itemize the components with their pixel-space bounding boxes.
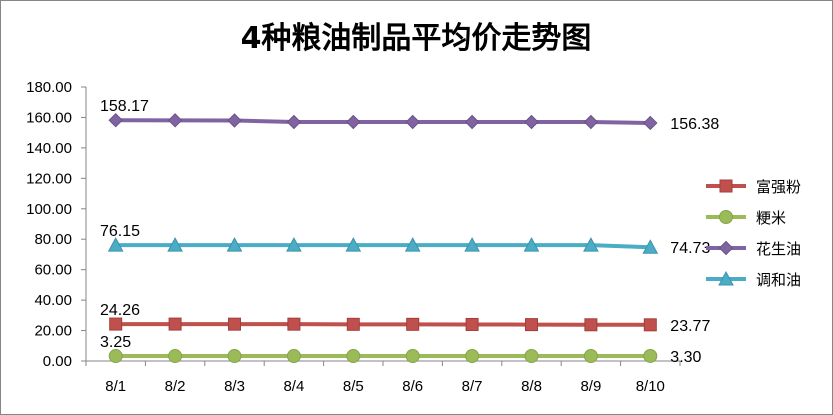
data-point [405,114,420,130]
data-point [643,348,658,363]
data-point [108,113,123,128]
chart-title: 4种粮油制品平均价走势图 [241,21,592,56]
y-tick-label: 120.00 [26,170,72,187]
legend-marker [718,240,734,256]
x-tick-label: 8/1 [105,378,126,395]
x-tick-label: 8/4 [283,378,304,395]
series-line [115,243,651,250]
series-line [115,118,651,125]
data-point [524,348,539,363]
data-point [168,349,183,364]
data-point [346,317,360,331]
data-point [286,114,302,130]
data-point [107,237,124,252]
series-1 [109,317,657,332]
legend-marker [719,210,733,224]
data-point [405,349,420,364]
legend-label: 花生油 [756,240,801,258]
data-label-first: 76.15 [100,223,140,240]
x-tick-label: 8/10 [636,378,665,395]
axes: 0.00 20.00 40.00 60.00 80.00 100.00 120.00 140.… [26,79,681,395]
data-point [465,349,480,364]
x-tick-label: 8/3 [224,378,245,395]
data-point [286,349,301,364]
data-point [404,237,421,252]
data-point [226,237,243,252]
data-point [109,317,123,331]
data-point [465,317,479,331]
data-point [168,317,182,331]
data-label-first: 24.26 [100,302,140,319]
x-tick-label: 8/2 [165,378,186,395]
data-point [464,237,480,252]
data-point [346,114,361,130]
data-label-last: 74.73 [670,240,710,257]
x-tick-label: 8/6 [402,378,423,395]
legend-item-2: 粳米 [706,209,786,227]
data-labels: 24.26 23.77 3.25 3.30 158.17 156.38 76.15 74.73 [100,98,719,366]
x-tick-label: 8/5 [343,378,364,395]
series-4 [107,237,659,254]
data-point [643,318,657,332]
series-2 [108,348,658,364]
data-point [286,237,302,252]
y-tick-label: 160.00 [26,109,72,126]
data-point [464,114,480,130]
data-point [346,349,361,364]
y-tick-label: 0.00 [43,353,72,370]
data-point [227,349,242,364]
x-tick-label: 8/9 [580,378,601,395]
legend-marker [719,179,733,193]
y-tick-label: 100.00 [26,201,72,218]
data-point [167,113,183,128]
data-point [643,115,658,131]
y-tick-label: 80.00 [34,231,72,248]
legend-item-3: 花生油 [706,240,801,258]
data-point [642,239,659,254]
data-label-last: 23.77 [670,318,710,335]
data-point [525,318,538,332]
data-point [287,317,301,331]
y-tick-label: 180.00 [26,79,72,96]
legend-label: 富强粉 [756,178,801,196]
legend-label: 调和油 [756,271,801,289]
data-label-first: 158.17 [100,98,149,115]
x-tick-label: 8/7 [462,378,483,395]
y-tick-label: 40.00 [34,292,72,309]
legend-item-4: 调和油 [706,270,801,289]
y-tick-label: 140.00 [26,140,72,157]
series-line [115,322,651,327]
legend-item-1: 富强粉 [706,178,801,196]
data-point [227,113,242,128]
data-point [583,114,599,130]
x-tick-label: 8/8 [521,378,542,395]
y-tick-label: 60.00 [34,262,72,279]
data-point [167,237,183,252]
series-3 [108,113,658,131]
data-point [524,114,539,130]
data-point [583,348,598,363]
data-point [523,237,540,252]
data-point [228,317,241,331]
series-layer [107,113,659,364]
data-label-first: 3.25 [100,334,131,351]
y-tick-label: 20.00 [34,323,72,340]
data-label-last: 156.38 [670,116,719,133]
data-label-last: 3.30 [670,349,701,366]
data-point [583,237,599,252]
data-point [406,317,420,331]
data-point [345,237,362,252]
legend-marker [718,270,734,286]
data-point [584,318,598,332]
data-point [108,349,123,364]
legend-label: 粳米 [756,209,786,227]
